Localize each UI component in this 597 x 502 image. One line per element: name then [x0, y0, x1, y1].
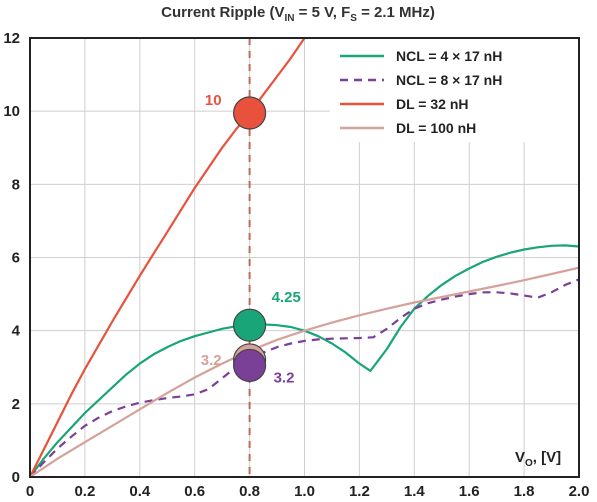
y-tick-label: 2 [12, 396, 20, 413]
value-marker [233, 96, 267, 130]
legend-label: NCL = 8 × 17 nH [396, 72, 502, 88]
value-markers: 10 4.25 3.2 3.2 [201, 92, 301, 386]
value-marker-label: 3.2 [201, 352, 222, 369]
value-marker-label: 3.2 [274, 369, 295, 386]
value-marker-label: 4.25 [272, 289, 301, 306]
series-line [29, 278, 580, 478]
legend-entries: NCL = 4 × 17 nH NCL = 8 × 17 nH DL = 32 nH… [340, 48, 502, 136]
x-tick-label: 0.6 [184, 483, 205, 500]
y-tick-label: 4 [12, 323, 21, 340]
x-tick-label: 1.0 [294, 483, 315, 500]
x-tick-label: 1.4 [404, 483, 426, 500]
chart-title: Current Ripple (VIN = 5 V, FS = 2.1 MHz) [161, 4, 435, 24]
x-tick-label: 0.8 [239, 483, 260, 500]
x-tick-label: 0.4 [129, 483, 151, 500]
x-tick-label: 0.2 [74, 483, 95, 500]
y-tick-label: 12 [3, 30, 20, 47]
y-tick-label: 8 [12, 176, 20, 193]
x-tick-label: 0 [26, 483, 34, 500]
x-tick-label: 2.0 [569, 483, 590, 500]
value-marker [233, 308, 267, 342]
x-axis-label: VO, [V] [515, 449, 561, 469]
x-tick-label: 1.2 [349, 483, 370, 500]
series-line [29, 266, 580, 478]
y-tick-label: 10 [3, 103, 20, 120]
x-tick-label: 1.8 [514, 483, 535, 500]
legend-label: DL = 32 nH [396, 96, 469, 112]
plot-frame [29, 37, 580, 478]
value-marker-label: 10 [205, 92, 222, 109]
legend-label: DL = 100 nH [396, 120, 476, 136]
y-tick-label: 6 [12, 250, 20, 267]
y-tick-label: 0 [12, 469, 20, 486]
tick-labels: 0 0.2 0.4 0.6 0.8 1.0 1.2 1.4 1.6 1.8 2.0 0 2 4 6 8 10 12 [3, 30, 589, 500]
legend-label: NCL = 4 × 17 nH [396, 48, 502, 64]
value-marker [233, 348, 267, 383]
x-tick-label: 1.6 [459, 483, 480, 500]
